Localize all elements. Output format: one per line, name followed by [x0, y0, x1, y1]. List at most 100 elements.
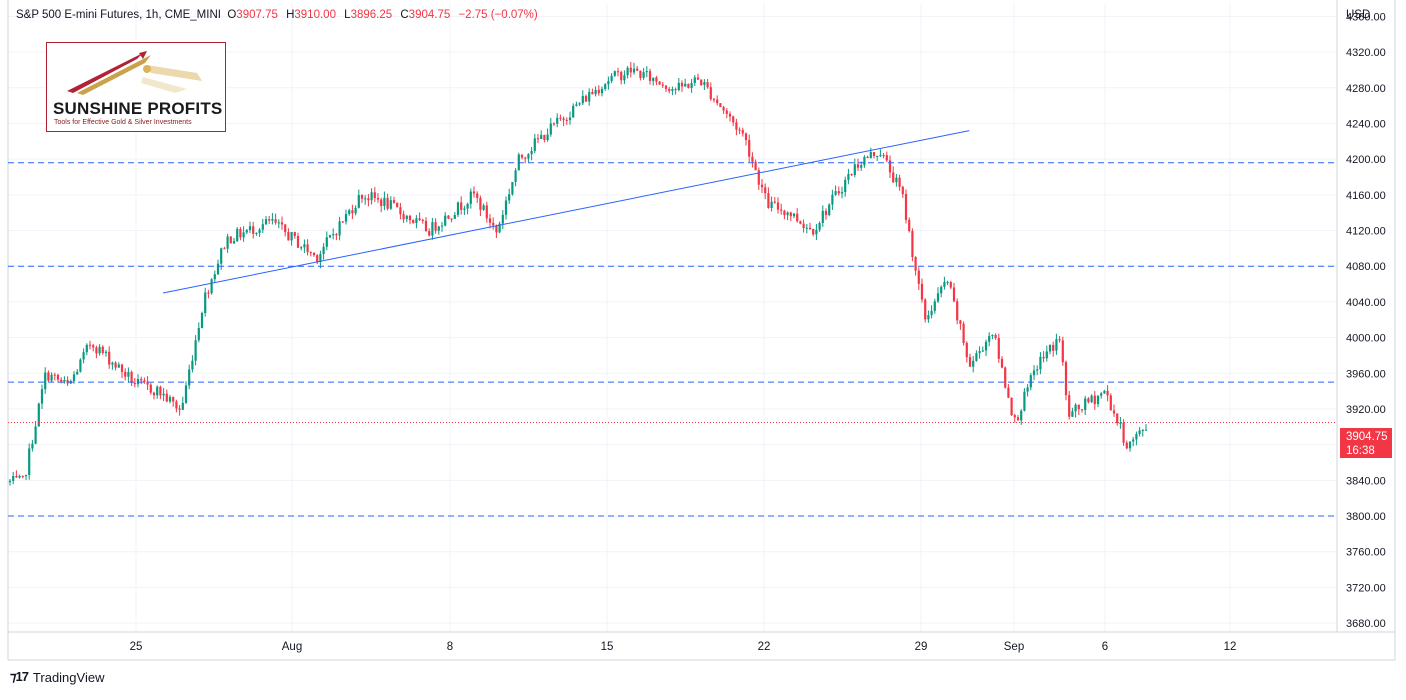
candle-body-down: [280, 222, 284, 225]
candle-body-down: [783, 210, 786, 216]
candle-body-down: [562, 118, 565, 120]
candle-body-up: [946, 282, 949, 284]
candle-body-up: [210, 279, 213, 294]
symbol-header: S&P 500 E-mini Futures, 1h, CME_MINI O39…: [16, 9, 538, 21]
candle-body-up: [383, 197, 386, 207]
candle-body-down: [959, 320, 962, 324]
candle-body-down: [866, 156, 869, 159]
candle-body-down: [376, 198, 380, 200]
candle-body-up: [328, 235, 332, 238]
candle-body-down: [620, 72, 623, 81]
candle-body-down: [885, 155, 888, 161]
candle-body-up: [370, 192, 373, 201]
candle-body-down: [428, 231, 431, 236]
candle-body-down: [924, 299, 927, 320]
y-tick-label: 4320.00: [1346, 47, 1386, 59]
candle-body-down: [373, 192, 376, 199]
candle-body-down: [856, 164, 860, 168]
candle-body-up: [194, 340, 197, 361]
candle-body-down: [796, 213, 799, 222]
candle-body-up: [453, 214, 456, 219]
candle-body-down: [309, 252, 312, 254]
candle-body-down: [175, 401, 178, 409]
candle-body-up: [348, 210, 351, 214]
candle-body-down: [1016, 417, 1020, 421]
x-tick-label: 29: [915, 641, 928, 653]
candle-body-up: [568, 117, 572, 121]
candle-body-up: [226, 236, 229, 249]
candle-body-down: [767, 193, 770, 208]
candle-body-up: [684, 83, 687, 87]
candle-body-down: [450, 218, 453, 220]
candle-body-down: [335, 234, 338, 236]
candle-body-up: [104, 351, 108, 353]
candle-body-up: [1119, 422, 1122, 424]
candle-body-down: [757, 170, 760, 185]
candle-body-up: [632, 68, 636, 73]
candle-body-up: [588, 92, 591, 102]
candle-body-down: [488, 218, 492, 223]
candle-body-up: [290, 232, 293, 241]
candle-body-up: [389, 200, 392, 209]
candle-body-down: [1125, 442, 1128, 449]
candle-body-down: [738, 129, 741, 131]
currency-label[interactable]: USD: [1346, 9, 1371, 21]
candle-body-up: [840, 191, 844, 194]
candle-body-down: [680, 82, 684, 87]
candle-body-up: [332, 234, 335, 236]
candle-body-down: [754, 161, 757, 171]
x-tick-label: 12: [1224, 641, 1237, 653]
candle-body-up: [1100, 393, 1103, 396]
x-tick-label: 25: [130, 641, 143, 653]
candle-body-up: [213, 274, 216, 280]
candle-body-down: [472, 191, 476, 194]
candle-body-up: [456, 202, 460, 215]
candle-body-up: [1128, 441, 1132, 449]
sunshine-profits-logo: SUNSHINE PROFITS Tools for Effective Gol…: [46, 42, 226, 132]
candle-body-up: [85, 344, 88, 353]
candle-body-up: [261, 224, 264, 230]
candle-body-up: [876, 155, 879, 157]
candle-body-up: [264, 219, 268, 225]
candle-body-up: [863, 156, 866, 166]
logo-name: SUNSHINE PROFITS: [53, 99, 223, 118]
candle-body-up: [498, 223, 501, 233]
candle-body-down: [492, 222, 495, 226]
candle-body-up: [607, 81, 610, 85]
candle-body-up: [1039, 356, 1042, 370]
candle-body-up: [444, 215, 447, 226]
candle-body-up: [197, 327, 200, 341]
candle-body-up: [18, 475, 21, 478]
candle-body-up: [1032, 370, 1036, 376]
candle-body-down: [892, 172, 895, 183]
candle-body-down: [952, 287, 956, 302]
open-value: 3907.75: [236, 9, 278, 21]
candle-body-down: [229, 236, 232, 244]
candle-body-down: [386, 197, 389, 209]
candle-body-up: [111, 362, 114, 365]
candle-body-up: [991, 335, 994, 337]
candle-body-down: [728, 113, 732, 117]
candle-body-up: [844, 179, 847, 192]
candle-body-up: [431, 222, 434, 236]
y-tick-label: 3920.00: [1346, 404, 1386, 416]
tradingview-brand[interactable]: ⁊17 TradingView: [10, 669, 104, 685]
candle-body-down: [565, 119, 568, 121]
y-tick-label: 3720.00: [1346, 582, 1386, 594]
candle-body-down: [1000, 358, 1004, 368]
candle-body-up: [415, 218, 418, 224]
candle-body-up: [501, 214, 504, 224]
candle-body-up: [930, 310, 933, 316]
candle-body-up: [572, 105, 575, 118]
candle-body-down: [773, 201, 776, 203]
candle-body-up: [204, 292, 207, 314]
candle-body-up: [248, 226, 252, 231]
candle-body-up: [357, 194, 360, 208]
candle-body-up: [860, 165, 863, 168]
candle-body-up: [984, 341, 988, 351]
candle-body-down: [146, 381, 149, 385]
candle-body-up: [940, 286, 943, 294]
candle-body-up: [1020, 410, 1023, 421]
